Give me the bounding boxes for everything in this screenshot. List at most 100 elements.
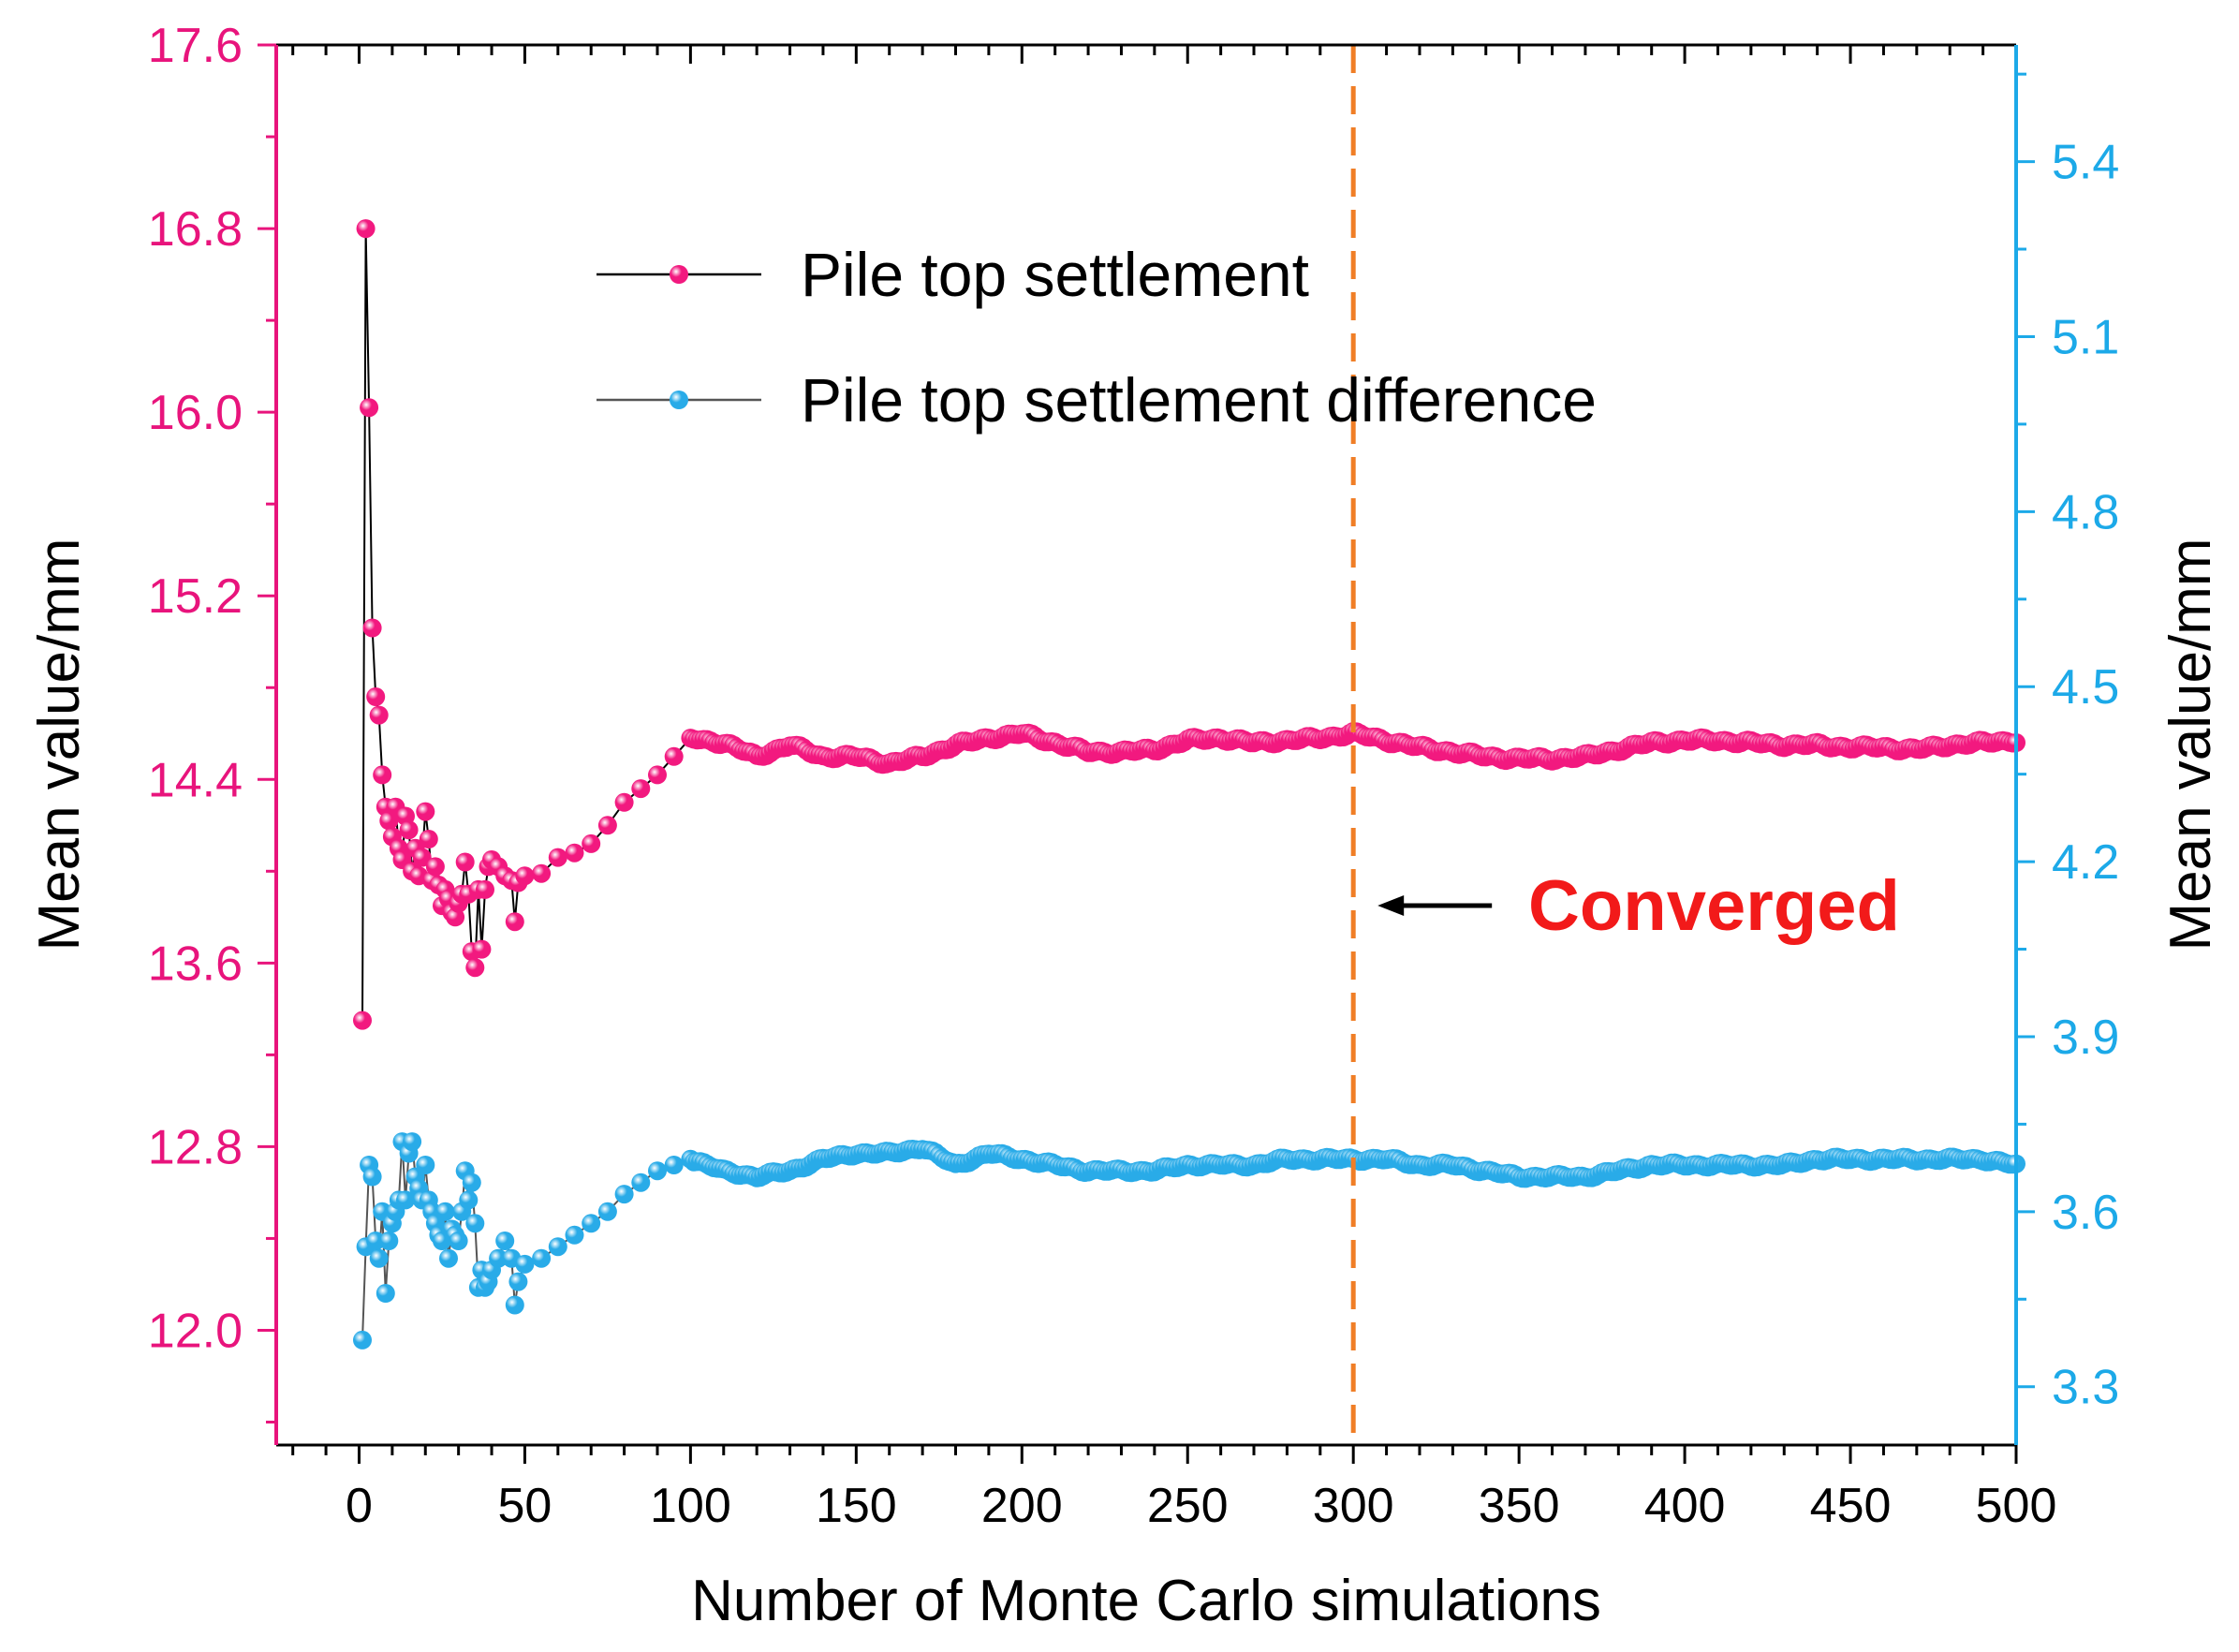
settlement-point xyxy=(614,792,634,812)
settlement-point xyxy=(505,912,524,932)
difference-point xyxy=(614,1185,634,1204)
x-tick-label: 350 xyxy=(1479,1479,1560,1533)
difference-point xyxy=(369,1248,389,1268)
settlement-point xyxy=(425,857,445,877)
settlement-point xyxy=(565,843,584,863)
settlement-point xyxy=(356,219,376,239)
right-tick-label: 3.9 xyxy=(2052,1010,2119,1065)
settlement-point xyxy=(515,866,535,886)
right-tick-label: 4.2 xyxy=(2052,835,2119,890)
difference-point xyxy=(439,1248,458,1268)
difference-point xyxy=(379,1232,399,1250)
x-tick-label: 500 xyxy=(1976,1479,2057,1533)
difference-point xyxy=(664,1156,684,1174)
difference-point xyxy=(396,1190,415,1210)
difference-point xyxy=(435,1202,455,1221)
difference-point xyxy=(532,1248,552,1268)
settlement-point xyxy=(416,802,435,821)
settlement-point xyxy=(455,852,475,872)
right-tick-label: 5.4 xyxy=(2052,136,2119,190)
converged-annotation-label: Converged xyxy=(1528,866,1900,946)
left-tick-label: 16.0 xyxy=(148,386,243,440)
left-tick-label: 12.8 xyxy=(148,1120,243,1174)
left-tick-label: 13.6 xyxy=(148,937,243,991)
series-pile-top-settlement-difference xyxy=(353,1132,2025,1350)
x-tick-label: 100 xyxy=(650,1479,731,1533)
settlement-point xyxy=(472,939,492,959)
right-tick-label: 3.3 xyxy=(2052,1361,2119,1415)
difference-point xyxy=(565,1225,584,1245)
difference-point xyxy=(353,1330,372,1350)
left-tick-label: 17.6 xyxy=(148,19,243,73)
settlement-point xyxy=(582,833,601,853)
settlement-point xyxy=(532,863,552,883)
difference-point xyxy=(403,1132,422,1152)
difference-point xyxy=(462,1173,481,1192)
legend-label-pile-top-settlement-difference: Pile top settlement difference xyxy=(801,365,1597,435)
settlement-point xyxy=(360,398,379,418)
x-tick-label: 450 xyxy=(1810,1479,1892,1533)
annotations xyxy=(1350,45,1493,1445)
difference-point xyxy=(508,1272,528,1291)
x-tick-label: 0 xyxy=(346,1479,373,1533)
left-axis-ticks: 12.0 12.8 13.6 14.4 15.2 16.0 16.8 17.6 xyxy=(148,19,276,1423)
difference-point xyxy=(631,1173,651,1192)
x-axis-ticks: 0 50 100 150 200 250 300 350 400 450 500 xyxy=(291,45,2057,1533)
difference-point xyxy=(376,1284,395,1303)
difference-point xyxy=(465,1214,485,1233)
difference-point xyxy=(582,1214,601,1233)
legend: Pile top settlement Pile top settlement … xyxy=(597,240,1597,435)
settlement-point xyxy=(369,705,389,725)
difference-point xyxy=(648,1161,667,1181)
settlement-point xyxy=(597,816,617,835)
right-axis-title: Mean value/mm xyxy=(2158,538,2223,951)
difference-point xyxy=(597,1202,617,1221)
difference-point xyxy=(548,1237,567,1257)
legend-marker-pile-top-settlement-difference xyxy=(670,391,688,409)
left-tick-label: 16.8 xyxy=(148,202,243,257)
difference-point xyxy=(362,1167,382,1187)
settlement-point xyxy=(548,848,567,867)
settlement-point xyxy=(465,958,485,978)
left-tick-label: 12.0 xyxy=(148,1304,243,1358)
settlement-point xyxy=(353,1010,372,1030)
converged-arrow-head xyxy=(1377,895,1405,917)
x-tick-label: 300 xyxy=(1313,1479,1394,1533)
left-tick-label: 15.2 xyxy=(148,569,243,624)
difference-point xyxy=(449,1232,468,1250)
settlement-point xyxy=(366,687,386,706)
settlement-point xyxy=(399,820,419,840)
right-tick-label: 5.1 xyxy=(2052,310,2119,364)
settlement-point xyxy=(476,879,494,899)
difference-point xyxy=(366,1232,386,1250)
x-tick-label: 400 xyxy=(1644,1479,1726,1533)
difference-point xyxy=(505,1295,524,1315)
right-tick-label: 4.5 xyxy=(2052,660,2119,715)
right-axis-ticks: 3.3 3.6 3.9 4.2 4.5 4.8 5.1 5.4 xyxy=(2016,72,2119,1415)
legend-marker-pile-top-settlement xyxy=(670,265,688,284)
right-tick-label: 4.8 xyxy=(2052,485,2119,539)
settlement-point xyxy=(631,779,651,799)
x-tick-label: 200 xyxy=(981,1479,1063,1533)
settlement-point xyxy=(362,618,382,638)
settlement-point xyxy=(648,765,667,785)
settlement-point xyxy=(373,765,392,785)
x-tick-label: 50 xyxy=(498,1479,552,1533)
difference-point xyxy=(495,1232,515,1250)
legend-label-pile-top-settlement: Pile top settlement xyxy=(801,240,1309,309)
series-pile-top-settlement xyxy=(353,219,2025,1030)
plot-area: 12.012.813.614.415.216.016.817.6 3.33.63… xyxy=(148,19,2120,1533)
right-tick-label: 3.6 xyxy=(2052,1186,2119,1240)
settlement-point xyxy=(664,746,684,766)
difference-point xyxy=(459,1190,479,1210)
x-tick-label: 150 xyxy=(816,1479,897,1533)
settlement-point xyxy=(412,848,432,867)
plot-frame xyxy=(274,43,2018,1447)
difference-point xyxy=(416,1156,435,1174)
x-axis-title: Number of Monte Carlo simulations xyxy=(691,1569,1601,1633)
settlement-point xyxy=(419,830,438,848)
difference-point xyxy=(515,1254,535,1274)
difference-point xyxy=(489,1248,508,1268)
